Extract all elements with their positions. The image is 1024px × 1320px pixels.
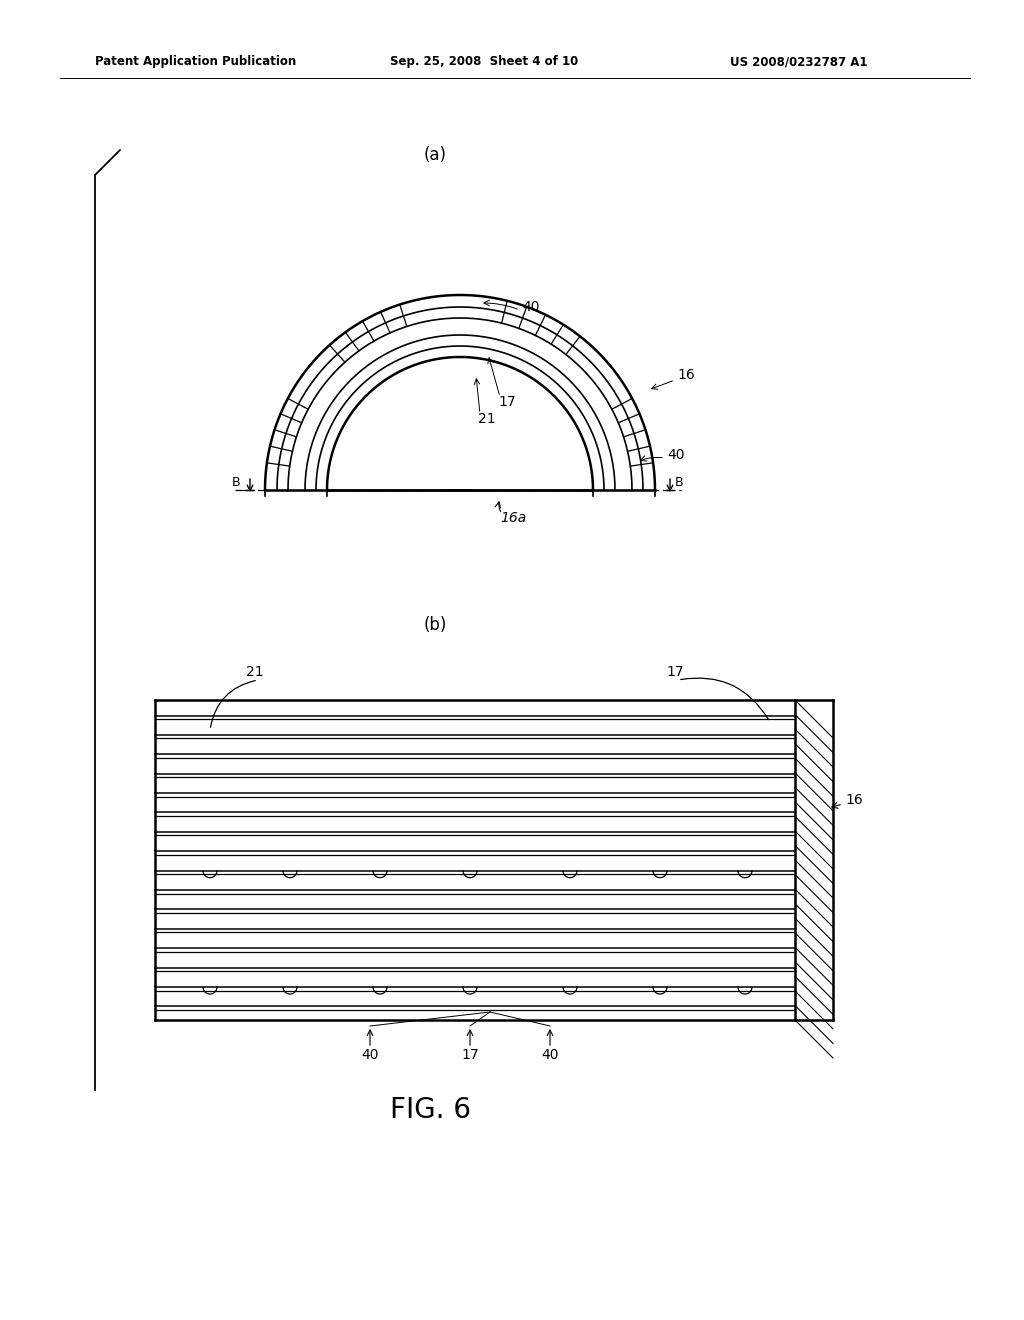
- Text: B: B: [232, 475, 241, 488]
- Text: (b): (b): [423, 616, 446, 634]
- Text: 16: 16: [845, 793, 863, 807]
- Text: (a): (a): [424, 147, 446, 164]
- Text: B: B: [675, 475, 684, 488]
- Text: 17: 17: [498, 395, 516, 409]
- Text: 40: 40: [667, 447, 684, 462]
- Text: 21: 21: [478, 412, 496, 426]
- Text: 40: 40: [361, 1048, 379, 1063]
- Text: 17: 17: [667, 665, 684, 678]
- Text: 40: 40: [522, 300, 540, 314]
- Text: 17: 17: [461, 1048, 479, 1063]
- Text: 16: 16: [677, 368, 694, 381]
- Text: FIG. 6: FIG. 6: [389, 1096, 470, 1125]
- Text: US 2008/0232787 A1: US 2008/0232787 A1: [730, 55, 867, 69]
- Text: 40: 40: [542, 1048, 559, 1063]
- Text: Sep. 25, 2008  Sheet 4 of 10: Sep. 25, 2008 Sheet 4 of 10: [390, 55, 579, 69]
- Text: 21: 21: [246, 665, 264, 678]
- Text: 16a: 16a: [500, 511, 526, 525]
- Text: Patent Application Publication: Patent Application Publication: [95, 55, 296, 69]
